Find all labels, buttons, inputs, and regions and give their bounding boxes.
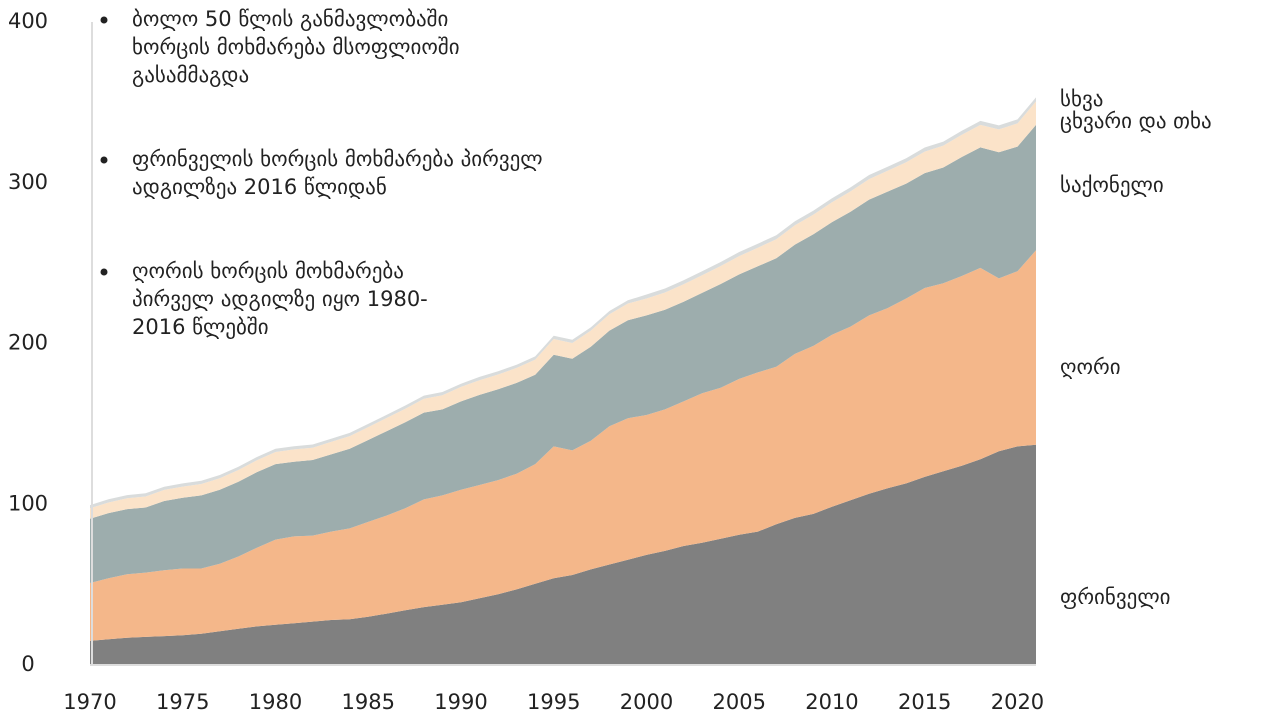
annotation: ფრინველის ხორცის მოხმარება პირველ <box>132 147 543 171</box>
series-label: საქონელი <box>1060 173 1164 197</box>
x-tick-label: 2000 <box>620 690 673 714</box>
x-tick-label: 2010 <box>805 690 858 714</box>
area <box>90 250 1036 641</box>
y-tick-label: 400 <box>8 9 48 33</box>
y-tick-label: 100 <box>8 491 48 515</box>
x-tick-label: 2005 <box>712 690 765 714</box>
annotation: პირველ ადგილზე იყო 1980- <box>132 287 428 311</box>
annotation: ბოლო 50 წლის განმავლობაში <box>132 7 448 31</box>
x-tick-label: 2015 <box>898 690 951 714</box>
series-label: ცხვარი და თხა <box>1060 109 1212 133</box>
series-label: ფრინველი <box>1060 585 1171 609</box>
series-label: სხვა <box>1060 87 1103 111</box>
x-tick-label: 1975 <box>156 690 209 714</box>
annotation: ხორცის მოხმარება მსოფლიოში <box>132 35 460 59</box>
series-label: ღორი <box>1060 355 1121 379</box>
y-tick-label: 300 <box>8 170 48 194</box>
x-tick-label: 1970 <box>63 690 116 714</box>
bullet <box>100 268 108 276</box>
y-tick-label: 0 <box>21 652 34 676</box>
annotation: ადგილზეა 2016 წლიდან <box>132 175 387 199</box>
annotation: 2016 წლებში <box>132 315 269 339</box>
y-tick-label: 200 <box>8 331 48 355</box>
x-tick-label: 1985 <box>342 690 395 714</box>
x-tick-label: 1980 <box>249 690 302 714</box>
annotation: გასამმაგდა <box>132 63 249 87</box>
bullet <box>100 156 108 164</box>
x-tick-label: 1990 <box>434 690 487 714</box>
bullet <box>100 16 108 24</box>
x-tick-label: 2020 <box>991 690 1044 714</box>
annotation: ღორის ხორცის მოხმარება <box>132 259 404 283</box>
area <box>90 444 1036 665</box>
area <box>90 124 1036 584</box>
x-tick-label: 1995 <box>527 690 580 714</box>
